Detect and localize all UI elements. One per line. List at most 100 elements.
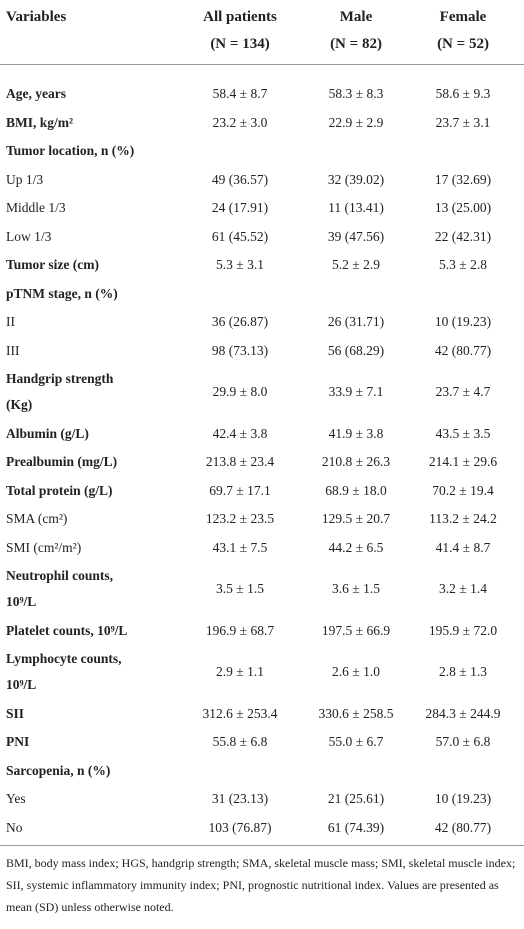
value-cell: 68.9 ± 18.0 [325,482,387,498]
value-cell: 24 (17.91) [211,200,269,215]
table-row: Total protein (g/L) 69.7 ± 17.1 68.9 ± 18.… [0,477,524,506]
value-cell: 11 (13.41) [328,200,384,215]
value-cell: 42.4 ± 3.8 [212,425,268,441]
value-cell [402,137,524,166]
value-cell: 56 (68.29) [327,342,385,358]
table-row: SII 312.6 ± 253.4 330.6 ± 258.5 284.3 ± 244… [0,700,524,729]
data-table: Variables All patients (N = 134) Male (N =… [0,0,524,846]
table-row: Tumor location, n (%) [0,137,524,166]
row-label: Total protein (g/L) [6,482,113,498]
row-label: II [6,314,15,329]
value-cell: 58.4 ± 8.7 [212,86,268,101]
table-row: SMA (cm²) 123.2 ± 23.5 129.5 ± 20.7 113.2 ±… [0,505,524,534]
value-cell: 36 (26.87) [211,314,269,329]
value-cell: 61 (74.39) [310,813,402,846]
row-label: Up 1/3 [6,171,44,187]
row-label: SMA (cm²) [6,511,68,526]
header-row: Variables All patients (N = 134) Male (N =… [0,0,524,65]
value-cell: 49 (36.57) [211,171,269,187]
row-label: pTNM stage, n (%) [6,285,118,301]
table-row: Handgrip strength (Kg) 29.9 ± 8.0 33.9 ± 7… [0,365,524,420]
value-cell: 312.6 ± 253.4 [202,705,278,721]
table-row: pTNM stage, n (%) [0,280,524,309]
value-cell: 39 (47.56) [327,228,385,244]
table-row: Neutrophil counts, 10⁹/L 3.5 ± 1.5 3.6 ± 1… [0,562,524,617]
value-cell: 33.9 ± 7.1 [328,384,384,399]
value-cell: 61 (45.52) [211,228,269,244]
value-cell: 42 (80.77) [402,813,524,846]
value-cell: 213.8 ± 23.4 [205,454,275,469]
table-row: Age, years 58.4 ± 8.7 58.3 ± 8.3 58.6 ± 9.3 [0,65,524,109]
table-row: II 36 (26.87) 26 (31.71) 10 (19.23) [0,308,524,337]
table-row: III 98 (73.13) 56 (68.29) 42 (80.77) [0,337,524,366]
value-cell: 58.6 ± 9.3 [435,86,491,101]
table-row: Lymphocyte counts, 10⁹/L 2.9 ± 1.1 2.6 ± 1… [0,645,524,700]
row-label: BMI, kg/m² [6,114,74,130]
table-body: Age, years 58.4 ± 8.7 58.3 ± 8.3 58.6 ± 9.3… [0,65,524,846]
value-cell: 21 (25.61) [327,791,385,806]
value-cell: 22 (42.31) [434,228,492,244]
row-label: SMI (cm²/m²) [6,539,82,555]
value-cell: 129.5 ± 20.7 [321,511,391,526]
table-row: Prealbumin (mg/L) 213.8 ± 23.4 210.8 ± 26.… [0,448,524,477]
value-cell: 3.5 ± 1.5 [216,581,264,596]
header-cell: Male (N = 82) [310,0,402,65]
row-label: Tumor size (cm) [6,257,99,272]
row-label: III [6,342,20,358]
row-label: Yes [6,791,26,806]
value-cell: 57.0 ± 6.8 [435,734,491,749]
table-row: Up 1/3 49 (36.57) 32 (39.02) 17 (32.69) [0,166,524,195]
table-row: Middle 1/3 24 (17.91) 11 (13.41) 13 (25.00) [0,194,524,223]
value-cell [170,280,310,309]
value-cell: 70.2 ± 19.4 [432,482,494,498]
table-row: BMI, kg/m² 23.2 ± 3.0 22.9 ± 2.9 23.7 ± 3.1 [0,109,524,138]
row-label: Handgrip strength (Kg) [6,371,114,412]
header-cell: All patients (N = 134) [170,0,310,65]
value-cell: 58.3 ± 8.3 [328,86,384,101]
value-cell: 29.9 ± 8.0 [212,384,268,399]
row-label: Tumor location, n (%) [6,143,135,158]
value-cell: 10 (19.23) [434,314,492,329]
value-cell: 3.6 ± 1.5 [332,581,380,596]
value-cell: 210.8 ± 26.3 [321,454,391,469]
row-label: Platelet counts, 10⁹/L [6,622,128,638]
value-cell: 196.9 ± 68.7 [205,622,275,638]
value-cell: 103 (76.87) [170,813,310,846]
table-row: Platelet counts, 10⁹/L 196.9 ± 68.7 197.5 … [0,617,524,646]
row-label: Prealbumin (mg/L) [6,454,118,469]
table-row: Yes 31 (23.13) 21 (25.61) 10 (19.23) [0,785,524,814]
value-cell: 2.6 ± 1.0 [332,664,380,679]
value-cell: 5.2 ± 2.9 [332,257,380,272]
value-cell: 23.7 ± 3.1 [435,114,491,130]
value-cell: 55.0 ± 6.7 [328,734,384,749]
value-cell [170,137,310,166]
value-cell: 284.3 ± 244.9 [425,705,501,721]
value-cell [310,280,402,309]
value-cell: 31 (23.13) [211,791,269,806]
value-cell: 32 (39.02) [327,171,385,187]
value-cell: 98 (73.13) [211,342,269,358]
table-row: Tumor size (cm) 5.3 ± 3.1 5.2 ± 2.9 5.3 ± 2… [0,251,524,280]
value-cell: 113.2 ± 24.2 [429,511,497,526]
value-cell: 13 (25.00) [434,200,492,215]
value-cell: 330.6 ± 258.5 [318,705,394,721]
value-cell: 44.2 ± 6.5 [328,539,384,555]
table-header: Variables All patients (N = 134) Male (N =… [0,0,524,65]
row-label: Low 1/3 [6,228,52,244]
value-cell: 123.2 ± 23.5 [205,511,275,526]
value-cell: 23.7 ± 4.7 [435,384,491,399]
value-cell: 55.8 ± 6.8 [212,734,268,749]
value-cell [402,280,524,309]
value-cell: 43.5 ± 3.5 [435,425,491,441]
value-cell: 42 (80.77) [434,342,492,358]
value-cell: 10 (19.23) [434,791,492,806]
row-label: PNI [6,734,30,749]
row-label: Age, years [6,86,66,101]
value-cell: 2.9 ± 1.1 [216,664,264,679]
value-cell [310,137,402,166]
value-cell: 69.7 ± 17.1 [209,482,271,498]
row-label: No [0,813,170,846]
table-row: No 103 (76.87) 61 (74.39) 42 (80.77) [0,813,524,846]
table-row: PNI 55.8 ± 6.8 55.0 ± 6.7 57.0 ± 6.8 [0,728,524,757]
